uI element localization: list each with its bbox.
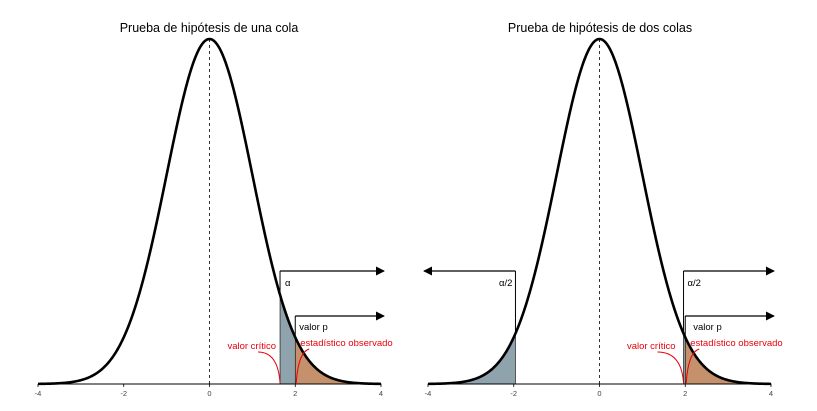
- x-tick-label: -2: [510, 389, 517, 398]
- x-tick-label: 2: [293, 389, 297, 398]
- critical-value-label: valor crítico: [627, 341, 676, 352]
- x-tick-label: 2: [683, 389, 687, 398]
- alpha-label: α: [285, 278, 291, 289]
- density-curve: [37, 37, 382, 386]
- p-value-label: valor p: [299, 322, 328, 333]
- critical-value-label: valor crítico: [227, 341, 276, 352]
- critical-value-pointer: [657, 351, 685, 384]
- x-tick-label: 4: [379, 389, 383, 398]
- x-tick-label: 0: [597, 389, 601, 398]
- region-brackets: [279, 266, 385, 338]
- region-brackets: [423, 266, 775, 338]
- chart-title: Prueba de hipótesis de dos colas: [508, 21, 692, 35]
- panel-two-tailed: Prueba de hipótesis de dos colas -4 -2 0 2 4…: [423, 21, 783, 398]
- observed-statistic-pointer: [685, 348, 700, 384]
- red-pointers: [258, 348, 310, 384]
- x-tick-label: -4: [425, 389, 432, 398]
- x-ticks: -4 -2 0 2 4: [35, 384, 383, 398]
- x-tick-label: 0: [207, 389, 211, 398]
- p-value-label: valor p: [693, 322, 722, 333]
- x-ticks: -4 -2 0 2 4: [425, 384, 773, 398]
- panel-one-tailed: Prueba de hipótesis de una cola -4 -2 0 2 4 …: [35, 21, 393, 398]
- alpha-left-label: α/2: [499, 278, 512, 289]
- x-tick-label: -4: [35, 389, 42, 398]
- observed-statistic-label: estadístico observado: [300, 338, 392, 349]
- red-pointers: [657, 348, 700, 384]
- x-tick-label: 4: [769, 389, 773, 398]
- alpha-right-label: α/2: [688, 278, 701, 289]
- observed-statistic-label: estadístico observado: [690, 338, 782, 349]
- chart-title: Prueba de hipótesis de una cola: [120, 21, 299, 35]
- observed-statistic-pointer: [295, 348, 310, 384]
- critical-value-pointer: [258, 351, 281, 384]
- x-tick-label: -2: [120, 389, 127, 398]
